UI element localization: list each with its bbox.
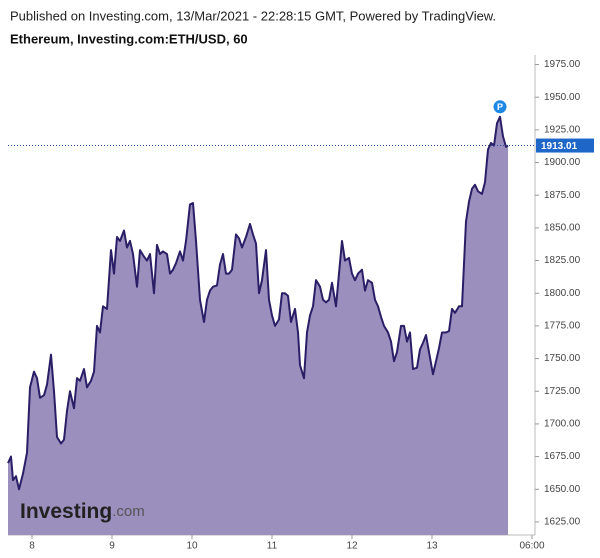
x-tick-label: 13: [426, 541, 438, 552]
logo: Investing.com: [20, 500, 145, 523]
y-tick-label: 1625.00: [544, 517, 581, 528]
y-tick-label: 1650.00: [544, 484, 581, 495]
y-tick-label: 1925.00: [544, 125, 581, 136]
last-price-label: 1913.01: [541, 141, 578, 152]
area-fill: [8, 116, 508, 535]
y-tick-label: 1825.00: [544, 255, 581, 266]
y-tick-label: 1775.00: [544, 321, 581, 332]
x-tick-label: 11: [267, 541, 278, 552]
y-tick-label: 1800.00: [544, 288, 581, 299]
published-note: Published on Investing.com, 13/Mar/2021 …: [10, 8, 496, 23]
x-tick-label: 12: [346, 541, 358, 552]
y-tick-label: 1975.00: [544, 59, 581, 70]
x-tick-label: 9: [109, 541, 115, 552]
price-line: [7, 115, 509, 491]
x-tick-label: 06:00: [519, 541, 544, 552]
y-tick-label: 1900.00: [544, 157, 581, 168]
y-tick-label: 1750.00: [544, 353, 581, 364]
y-tick-label: 1700.00: [544, 419, 581, 430]
chart-title: Ethereum, Investing.com:ETH/USD, 60: [10, 31, 248, 46]
logo-name: Investing: [20, 500, 112, 523]
y-tick-label: 1950.00: [544, 92, 581, 103]
last-price-box: [536, 138, 594, 153]
logo-suffix: .com: [112, 503, 145, 520]
y-tick-label: 1850.00: [544, 223, 581, 234]
annotation-marker: [492, 99, 508, 115]
x-tick-label: 10: [186, 541, 198, 552]
y-tick-label: 1675.00: [544, 451, 581, 462]
annotation-label: P: [497, 102, 503, 112]
y-tick-label: 1875.00: [544, 190, 581, 201]
y-tick-label: 1725.00: [544, 386, 581, 397]
x-tick-label: 8: [29, 541, 35, 552]
